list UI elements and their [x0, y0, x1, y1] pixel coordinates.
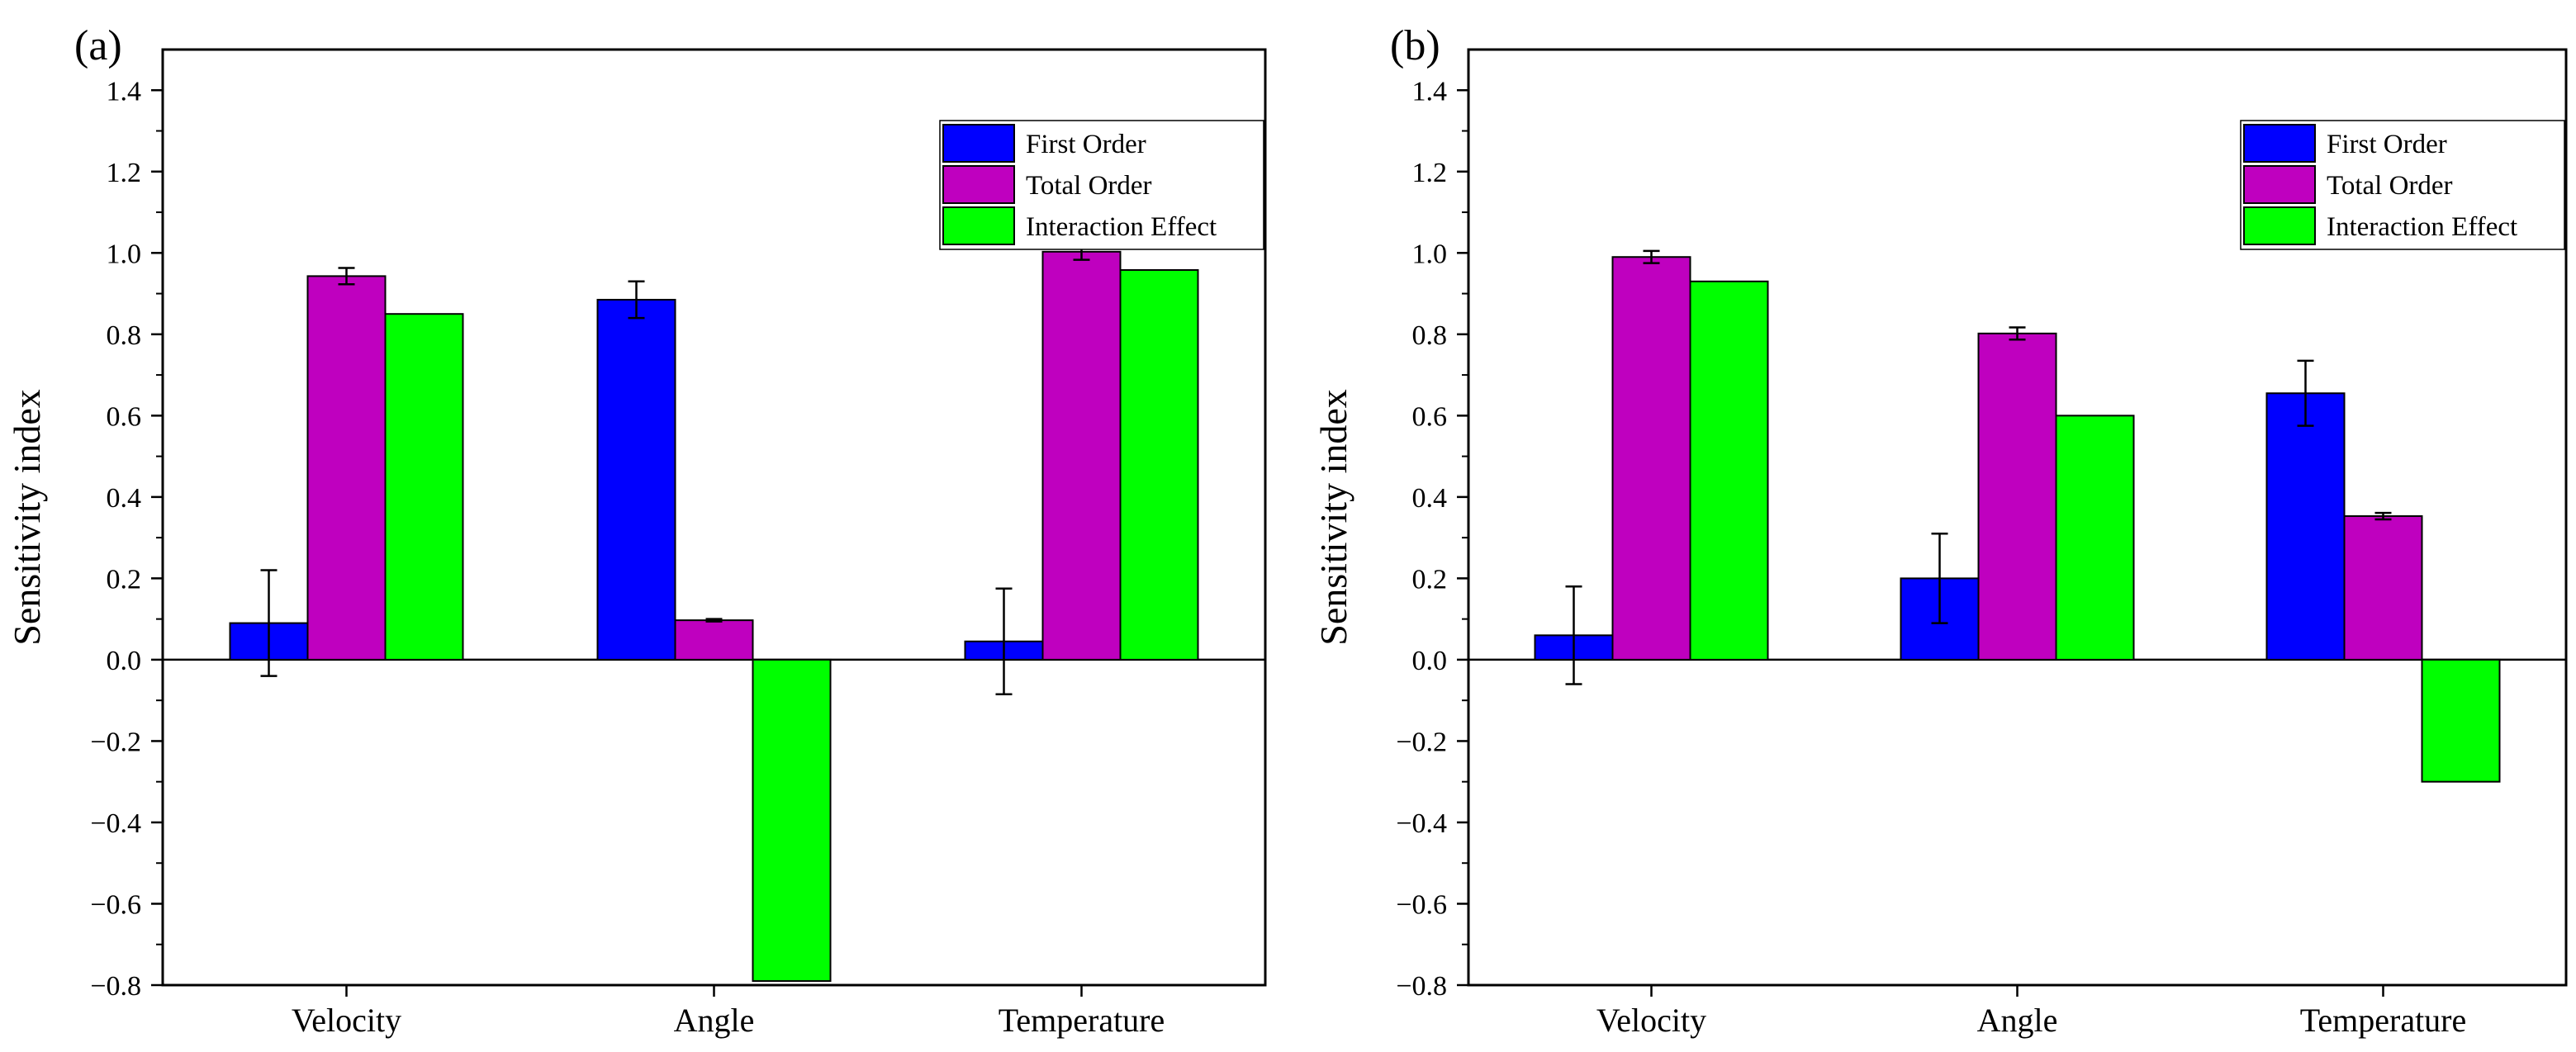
bar-interaction-effect-temperature: [1119, 268, 1199, 661]
x-tick-label: Angle: [1977, 1002, 2058, 1039]
y-tick-label: 0.0: [107, 646, 142, 676]
legend-swatch-total-order: [942, 165, 1015, 204]
legend-swatch-first-order: [2243, 124, 2316, 163]
y-tick-label: 0.4: [1412, 483, 1448, 514]
y-tick-label: 0.4: [107, 483, 142, 514]
bar-interaction-effect-temperature: [2421, 658, 2501, 783]
legend-label-interaction-effect: Interaction Effect: [2327, 212, 2517, 242]
x-tick-label: Angle: [674, 1002, 755, 1039]
bar-first-order-angle: [596, 298, 676, 661]
y-axis-label: Sensitivity index: [6, 389, 48, 646]
y-tick-label: −0.6: [1396, 889, 1447, 920]
legend-label-first-order: First Order: [2327, 130, 2447, 159]
error-bar-first-order-velocity: [1565, 585, 1582, 685]
bar-total-order-temperature: [2343, 515, 2423, 661]
y-tick-label: 0.6: [1412, 401, 1448, 432]
y-tick-label: 0.0: [1412, 646, 1448, 676]
y-tick-label: 0.6: [107, 401, 142, 432]
error-bar-first-order-angle: [1931, 532, 1948, 624]
y-tick-label: 1.2: [1412, 158, 1448, 188]
legend-label-interaction-effect: Interaction Effect: [1026, 212, 1217, 242]
bar-interaction-effect-velocity: [1689, 280, 1769, 661]
error-bar-total-order-velocity: [338, 267, 355, 286]
error-bar-total-order-angle: [2009, 326, 2026, 341]
y-tick-label: −0.8: [90, 971, 141, 1002]
y-axis-label: Sensitivity index: [1312, 389, 1354, 646]
legend: First Order Total Order Interaction Effect: [939, 120, 1264, 250]
y-tick-label: 1.4: [1412, 76, 1448, 107]
y-tick-label: −0.2: [1396, 727, 1447, 757]
panel-b: (b) −0.8 −0.6 −0.4 −0.2 0.0 0.2 0.4 0.6 0.8 1.0 1.2…: [1312, 22, 2568, 1039]
panel-label: (a): [74, 22, 122, 69]
error-bar-total-order-temperature: [2374, 511, 2392, 521]
x-tick-label: Temperature: [2300, 1002, 2467, 1039]
legend-label-first-order: First Order: [1026, 130, 1146, 159]
bar-total-order-temperature: [1041, 250, 1122, 661]
bar-interaction-effect-angle: [752, 658, 832, 983]
bar-total-order-velocity: [306, 275, 387, 661]
y-tick-label: 1.2: [107, 158, 142, 188]
y-tick-label: 0.2: [1412, 564, 1448, 595]
error-bar-total-order-angle: [705, 618, 723, 623]
bar-total-order-angle: [1977, 332, 2057, 661]
legend-swatch-interaction-effect: [942, 206, 1015, 245]
y-tick-label: 1.0: [1412, 239, 1448, 269]
legend-swatch-total-order: [2243, 165, 2316, 204]
error-bar-first-order-velocity: [260, 569, 278, 677]
y-tick-label: 1.4: [107, 76, 142, 107]
y-tick-label: −0.8: [1396, 971, 1447, 1002]
y-tick-label: 1.0: [107, 239, 142, 269]
legend-label-total-order: Total Order: [1026, 171, 1152, 201]
panel-a: (a) −0.8 −0.6 −0.4 −0.2 0.0 0.2 0.4 0.6 0.8 1.0 1.2…: [6, 22, 1267, 1039]
y-tick-label: −0.4: [1396, 808, 1447, 839]
bar-interaction-effect-angle: [2055, 415, 2135, 661]
bar-interaction-effect-velocity: [384, 313, 464, 661]
bar-total-order-angle: [674, 619, 754, 661]
legend-swatch-first-order: [942, 124, 1015, 163]
error-bar-total-order-velocity: [1643, 249, 1660, 264]
legend-label-total-order: Total Order: [2327, 171, 2453, 201]
bar-total-order-velocity: [1611, 256, 1691, 661]
y-tick-label: 0.8: [107, 320, 142, 351]
legend-swatch-interaction-effect: [2243, 206, 2316, 245]
y-tick-label: −0.2: [90, 727, 141, 757]
y-tick-label: 0.2: [107, 564, 142, 595]
panel-label: (b): [1390, 22, 1440, 69]
y-tick-label: 0.8: [1412, 320, 1448, 351]
x-tick-label: Velocity: [1596, 1002, 1706, 1039]
y-tick-label: −0.4: [90, 808, 141, 839]
legend: First Order Total Order Interaction Effect: [2240, 120, 2565, 250]
error-bar-first-order-temperature: [2297, 359, 2314, 427]
error-bar-first-order-temperature: [995, 587, 1013, 696]
error-bar-first-order-angle: [628, 280, 645, 320]
x-tick-label: Temperature: [999, 1002, 1165, 1039]
x-tick-label: Velocity: [292, 1002, 401, 1039]
bar-first-order-temperature: [2265, 392, 2346, 661]
y-tick-label: −0.6: [90, 889, 141, 920]
